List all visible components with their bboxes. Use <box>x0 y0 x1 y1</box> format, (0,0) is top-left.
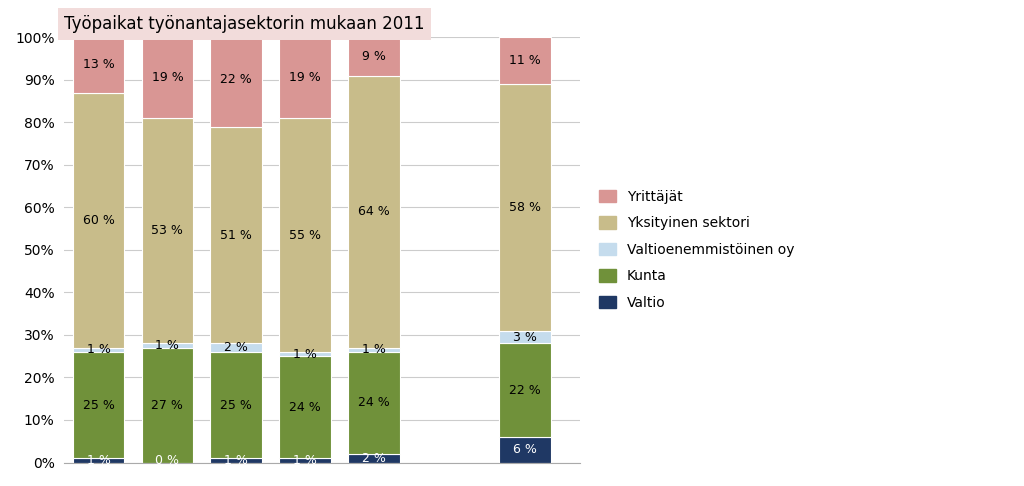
Bar <box>280 356 331 458</box>
Text: 58 %: 58 % <box>509 201 541 214</box>
Bar <box>73 93 124 347</box>
Bar <box>348 37 399 76</box>
Bar <box>500 437 551 463</box>
Text: 9 %: 9 % <box>361 50 386 63</box>
Bar <box>210 344 262 352</box>
Text: 1 %: 1 % <box>87 343 111 356</box>
Text: 19 %: 19 % <box>152 71 183 84</box>
Bar <box>500 84 551 330</box>
Text: 60 %: 60 % <box>83 214 115 226</box>
Text: 2 %: 2 % <box>361 452 386 465</box>
Bar <box>348 347 399 352</box>
Bar <box>73 37 124 93</box>
Text: 3 %: 3 % <box>513 330 537 344</box>
Text: 27 %: 27 % <box>152 399 183 412</box>
Bar <box>73 458 124 463</box>
Text: 53 %: 53 % <box>152 224 183 237</box>
Text: 64 %: 64 % <box>358 205 390 218</box>
Text: 55 %: 55 % <box>289 228 321 242</box>
Bar <box>348 76 399 347</box>
Text: 24 %: 24 % <box>289 401 321 414</box>
Bar <box>210 352 262 458</box>
Text: 6 %: 6 % <box>513 443 537 456</box>
Text: 13 %: 13 % <box>83 58 115 71</box>
Bar <box>348 352 399 454</box>
Text: 24 %: 24 % <box>358 397 390 410</box>
Bar <box>210 33 262 127</box>
Text: 25 %: 25 % <box>220 399 252 412</box>
Bar <box>500 330 551 344</box>
Bar <box>280 37 331 118</box>
Bar <box>210 458 262 463</box>
Bar <box>73 347 124 352</box>
Text: 1 %: 1 % <box>361 343 386 356</box>
Bar <box>500 37 551 84</box>
Text: 1 %: 1 % <box>87 454 111 467</box>
Text: 51 %: 51 % <box>220 228 252 242</box>
Text: 22 %: 22 % <box>509 384 541 397</box>
Text: 19 %: 19 % <box>289 71 321 84</box>
Bar <box>73 352 124 458</box>
Bar <box>500 344 551 437</box>
Bar <box>141 37 194 118</box>
Text: 1 %: 1 % <box>156 339 179 352</box>
Bar <box>210 127 262 344</box>
Bar <box>280 352 331 356</box>
Text: 0 %: 0 % <box>156 454 179 467</box>
Bar <box>141 344 194 347</box>
Bar <box>280 118 331 352</box>
Text: 1 %: 1 % <box>224 454 248 467</box>
Text: 2 %: 2 % <box>224 341 248 354</box>
Text: 1 %: 1 % <box>293 347 316 361</box>
Text: 25 %: 25 % <box>83 399 115 412</box>
Text: Työpaikat työnantajasektorin mukaan 2011: Työpaikat työnantajasektorin mukaan 2011 <box>65 15 425 33</box>
Text: 11 %: 11 % <box>509 54 541 67</box>
Bar <box>141 118 194 344</box>
Text: 22 %: 22 % <box>220 73 252 87</box>
Bar <box>141 347 194 463</box>
Legend: Yrittäjät, Yksityinen sektori, Valtioenemmistöinen oy, Kunta, Valtio: Yrittäjät, Yksityinen sektori, Valtioene… <box>592 183 802 317</box>
Bar <box>280 458 331 463</box>
Text: 1 %: 1 % <box>293 454 316 467</box>
Bar <box>348 454 399 463</box>
